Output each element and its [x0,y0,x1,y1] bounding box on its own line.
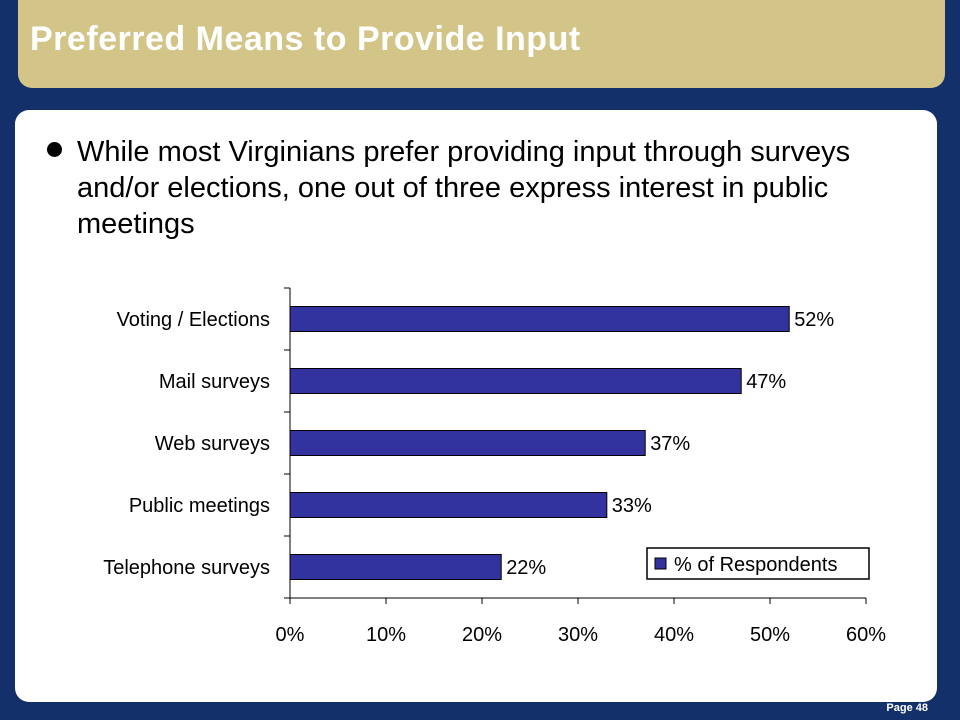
legend-box [646,547,870,580]
x-tick-label: 20% [462,624,502,646]
x-tick-label: 50% [750,624,790,646]
bar [289,306,790,332]
data-label: 47% [746,371,786,393]
category-label: Voting / Elections [117,309,270,331]
x-tick-label: 0% [276,624,305,646]
legend-swatch [654,557,667,570]
legend-label: % of Respondents [674,554,837,576]
x-tick-label: 30% [558,624,598,646]
bar [289,492,608,518]
category-label: Public meetings [129,495,270,517]
category-label: Telephone surveys [103,557,270,579]
bar [289,554,502,580]
bar [289,368,742,394]
category-label: Mail surveys [159,371,270,393]
slide-title: Preferred Means to Provide Input [30,20,581,58]
content-panel: While most Virginians prefer providing i… [15,110,937,702]
category-label: Web surveys [155,433,270,455]
x-tick-label: 60% [846,624,886,646]
data-label: 22% [506,557,546,579]
page-number: Page 48 [886,702,928,714]
x-tick-label: 40% [654,624,694,646]
bar [289,430,646,456]
data-label: 33% [612,495,652,517]
bullet-icon [47,142,62,157]
data-label: 37% [650,433,690,455]
x-tick-label: 10% [366,624,406,646]
bullet-text: While most Virginians prefer providing i… [77,136,851,240]
data-label: 52% [794,309,834,331]
title-bar: Preferred Means to Provide Input [18,0,945,88]
